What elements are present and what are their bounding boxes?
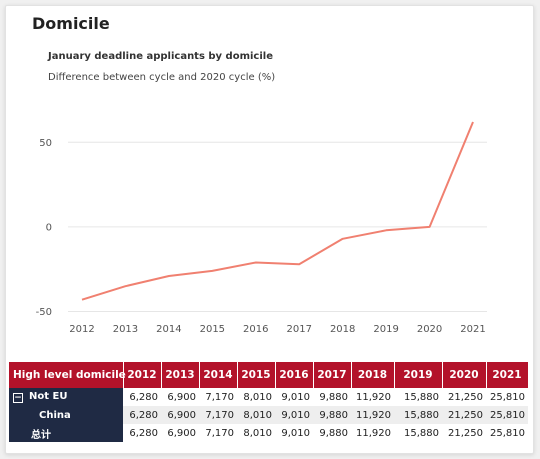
x-tick-label: 2013 (113, 324, 138, 335)
table-cell: 8,010 (237, 424, 275, 442)
table-cell: 11,920 (351, 406, 394, 424)
table-cell: 6,280 (123, 424, 161, 442)
table-cell: 25,810 (486, 424, 528, 442)
data-point[interactable] (80, 297, 85, 302)
data-point[interactable] (297, 262, 302, 267)
header-year[interactable]: 2013 (161, 362, 200, 388)
header-year[interactable]: 2012 (123, 362, 162, 388)
section-title: Domicile (32, 14, 110, 33)
table-cell: 7,170 (199, 406, 237, 424)
table-cell: 21,250 (448, 391, 483, 403)
table-cell: 9,880 (313, 424, 351, 442)
y-tick-label: 0 (46, 222, 52, 233)
data-point[interactable] (253, 260, 258, 265)
line-chart: 50 0 -50 2012 2013 2014 2015 2016 2017 2018 2019 20… (36, 120, 487, 335)
row-total: 总计 6,280 6,900 7,170 8,010 9,010 9,880 11,920 15… (9, 424, 528, 442)
header-year[interactable]: 2016 (275, 362, 314, 388)
data-point[interactable] (123, 284, 128, 289)
table-cell: 6,900 (167, 391, 196, 403)
row-label-text: Not EU (29, 391, 68, 402)
x-tick-label: 2018 (330, 324, 355, 335)
y-tick-label: 50 (39, 138, 52, 149)
header-year[interactable]: 2017 (313, 362, 352, 388)
row-china: China 6,280 6,900 7,170 8,010 9,010 9,880 11,92… (9, 406, 528, 424)
header-year[interactable]: 2015 (237, 362, 276, 388)
table-cell: 7,170 (199, 424, 237, 442)
table-cell: 9,010 (281, 391, 310, 403)
table-cell: 15,880 (394, 424, 442, 442)
row-label: China (9, 406, 123, 424)
header-year[interactable]: 2021 (486, 362, 529, 388)
table-cell: 25,810 (486, 406, 528, 424)
data-point[interactable] (340, 236, 345, 241)
table-cell: 11,920 (351, 424, 394, 442)
row-label: − Not EU (9, 388, 123, 406)
chart-title: January deadline applicants by domicile (48, 51, 273, 62)
data-point[interactable] (166, 274, 171, 279)
table-cell: 9,880 (319, 391, 348, 403)
table-cell: 6,900 (161, 424, 199, 442)
row-label-text: 总计 (31, 429, 51, 441)
x-tick-label: 2015 (200, 324, 225, 335)
row-not-eu: − Not EU 6,280 6,900 7,170 8,010 9,010 9,880 11,… (9, 388, 528, 406)
header-high-level-domicile[interactable]: High level domicile (9, 362, 126, 388)
table-cell: 11,920 (356, 391, 391, 403)
header-year[interactable]: 2019 (394, 362, 443, 388)
table-cell: 6,280 (129, 391, 158, 403)
table-cell: 6,280 (123, 406, 161, 424)
x-tick-label: 2021 (460, 324, 485, 335)
table-cell: 8,010 (243, 391, 272, 403)
x-tick-label: 2016 (243, 324, 268, 335)
table-cell: 25,810 (490, 391, 525, 403)
table-cell: 21,250 (442, 406, 486, 424)
x-tick-label: 2014 (156, 324, 181, 335)
series-line[interactable] (81, 121, 474, 301)
chart-subtitle: Difference between cycle and 2020 cycle … (48, 72, 276, 83)
table-cell: 9,880 (313, 406, 351, 424)
header-year[interactable]: 2018 (351, 362, 395, 388)
data-point[interactable] (384, 228, 389, 233)
header-year[interactable]: 2020 (442, 362, 487, 388)
x-tick-label: 2020 (417, 324, 442, 335)
data-point[interactable] (471, 120, 476, 125)
table-cell: 15,880 (404, 391, 439, 403)
data-point[interactable] (210, 268, 215, 273)
table-header-row: High level domicile 2012 2013 2014 2015 … (9, 362, 529, 388)
table-cell: 21,250 (442, 424, 486, 442)
table-cell: 6,900 (161, 406, 199, 424)
table-cell: 8,010 (237, 406, 275, 424)
x-tick-label: 2019 (373, 324, 398, 335)
table-cell: 15,880 (394, 406, 442, 424)
row-label: 总计 (9, 424, 123, 442)
header-year[interactable]: 2014 (199, 362, 238, 388)
data-point[interactable] (427, 224, 432, 229)
x-tick-label: 2012 (69, 324, 94, 335)
row-label-text: China (39, 409, 71, 421)
collapse-icon[interactable]: − (13, 393, 23, 403)
x-tick-label: 2017 (286, 324, 311, 335)
table-cell: 7,170 (205, 391, 234, 403)
table-cell: 9,010 (275, 406, 313, 424)
table-cell: 9,010 (275, 424, 313, 442)
y-tick-label: -50 (36, 307, 52, 318)
domicile-matrix-table: High level domicile 2012 2013 2014 2015 … (9, 362, 529, 442)
